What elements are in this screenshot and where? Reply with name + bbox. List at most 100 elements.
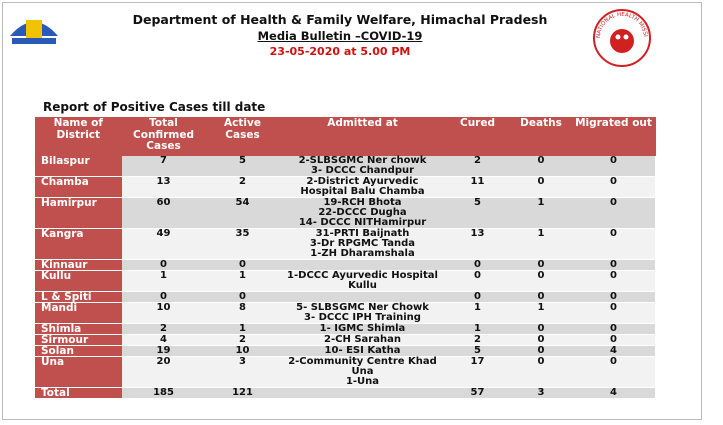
district-cell: Kinnaur — [35, 259, 122, 271]
admitted-cell — [280, 291, 445, 303]
district-cell: Hamirpur — [35, 197, 122, 229]
logo-center — [610, 29, 634, 53]
column-header: Admitted at — [280, 117, 446, 156]
column-header: Name of District — [35, 117, 123, 156]
count-cell: 35 — [205, 228, 280, 260]
count-cell: 0 — [572, 156, 655, 177]
count-cell: 185 — [122, 387, 205, 399]
column-header: Cured — [445, 117, 511, 156]
count-cell: 11 — [445, 176, 510, 198]
admitted-line: 19-RCH Bhota — [323, 197, 402, 208]
admitted-line: 2-CH Sarahan — [324, 334, 401, 345]
table-row: Mandi 10 8 5- SLBSGMC Ner Chowk 3- DCCC IPH … — [35, 302, 655, 324]
district-cell: Bilaspur — [35, 156, 122, 177]
admitted-cell: 2-Community Centre Khad Una 1-Una — [280, 356, 445, 388]
count-cell: 1 — [122, 270, 205, 292]
table-row: L & Spiti 0 0 0 0 0 — [35, 291, 655, 303]
count-cell: 1 — [445, 302, 510, 324]
admitted-cell — [280, 259, 445, 271]
logo-figure — [615, 34, 621, 40]
count-cell: 0 — [572, 302, 655, 324]
admitted-cell: 2-CH Sarahan — [280, 334, 445, 346]
count-cell: 0 — [445, 259, 510, 271]
admitted-line: 3-Dr RPGMC Tanda — [309, 238, 416, 249]
count-cell: 0 — [510, 291, 572, 303]
count-cell: 20 — [122, 356, 205, 388]
count-cell: 0 — [572, 291, 655, 303]
count-cell: 2 — [445, 334, 510, 346]
count-cell: 0 — [510, 345, 572, 357]
admitted-line: 10- ESI Katha — [324, 345, 401, 356]
admitted-line: 22-DCCC Dugha — [318, 207, 407, 218]
column-header: Deaths — [510, 117, 573, 156]
table-row: Shimla 2 1 1- IGMC Shimla 1 0 0 — [35, 323, 655, 335]
subtitle: Media Bulletin –COVID-19 — [257, 29, 423, 43]
report-title: Report of Positive Cases till date — [43, 100, 266, 114]
column-header: Migrated out — [572, 117, 656, 156]
table-row: Total 185 121 57 3 4 — [35, 387, 655, 399]
admitted-cell: 10- ESI Katha — [280, 345, 445, 357]
count-cell: 54 — [205, 197, 280, 229]
admitted-cell: 19-RCH Bhota 22-DCCC Dugha 14- DCCC NITHam… — [280, 197, 445, 229]
count-cell: 4 — [572, 345, 655, 357]
count-cell: 5 — [445, 345, 510, 357]
cases-table: Name of District Total Confirmed Cases Act… — [35, 117, 656, 399]
admitted-line: 3- DCCC IPH Training — [304, 312, 421, 323]
count-cell: 0 — [572, 197, 655, 229]
district-cell: Kullu — [35, 270, 122, 292]
date: 23-05-2020 at 5.00 PM — [269, 45, 411, 58]
count-cell: 49 — [122, 228, 205, 260]
count-cell: 1 — [510, 228, 572, 260]
district-cell: Chamba — [35, 176, 122, 198]
count-cell: 0 — [445, 291, 510, 303]
page-frame — [2, 2, 702, 420]
count-cell: 0 — [572, 334, 655, 346]
count-cell: 2 — [205, 176, 280, 198]
count-cell: 2 — [445, 156, 510, 177]
count-cell: 1 — [510, 197, 572, 229]
count-cell: 0 — [510, 259, 572, 271]
count-cell: 10 — [122, 302, 205, 324]
admitted-cell: 1- IGMC Shimla — [280, 323, 445, 335]
count-cell: 13 — [445, 228, 510, 260]
column-header: Total Confirmed Cases — [122, 117, 206, 156]
count-cell: 0 — [510, 323, 572, 335]
district-cell: Total — [35, 387, 122, 399]
table-row: Kangra 49 35 31-PRTI Baijnath 3-Dr RPGMC Tan… — [35, 228, 655, 260]
district-cell: Shimla — [35, 323, 122, 335]
count-cell: 0 — [510, 156, 572, 177]
admitted-line: 3- DCCC Chandpur — [310, 165, 415, 176]
district-cell: Sirmour — [35, 334, 122, 346]
district-cell: Solan — [35, 345, 122, 357]
table-row: Sirmour 4 2 2-CH Sarahan 2 0 0 — [35, 334, 655, 346]
count-cell: 3 — [205, 356, 280, 388]
count-cell: 0 — [122, 259, 205, 271]
state-emblem — [10, 20, 58, 44]
count-cell: 1 — [205, 323, 280, 335]
admitted-line: 1-DCCC Ayurvedic Hospital Kullu — [287, 270, 438, 291]
count-cell: 121 — [205, 387, 280, 399]
admitted-line: 2-District Ayurvedic Hospital Balu Chamb… — [300, 176, 425, 197]
table-row: Solan 19 10 10- ESI Katha 5 0 4 — [35, 345, 655, 357]
count-cell: 0 — [572, 323, 655, 335]
count-cell: 3 — [510, 387, 572, 399]
count-cell: 0 — [572, 356, 655, 388]
emblem-base — [12, 38, 56, 44]
admitted-line: 1-Una — [345, 376, 380, 387]
table-row: Hamirpur 60 54 19-RCH Bhota 22-DCCC Dugha 14-… — [35, 197, 655, 229]
count-cell: 5 — [445, 197, 510, 229]
count-cell: 13 — [122, 176, 205, 198]
count-cell: 0 — [445, 270, 510, 292]
admitted-line: 1-ZH Dharamshala — [310, 248, 415, 259]
table-row: Una 20 3 2-Community Centre Khad Una 1-Una 17… — [35, 356, 655, 388]
count-cell: 4 — [122, 334, 205, 346]
count-cell: 8 — [205, 302, 280, 324]
logo-figure — [623, 34, 629, 40]
emblem-center — [26, 20, 42, 38]
count-cell: 57 — [445, 387, 510, 399]
district-cell: Kangra — [35, 228, 122, 260]
count-cell: 0 — [510, 334, 572, 346]
table-row: Kullu 1 1 1-DCCC Ayurvedic Hospital Kullu 0 0… — [35, 270, 655, 292]
title: Department of Health & Family Welfare, H… — [132, 12, 548, 27]
